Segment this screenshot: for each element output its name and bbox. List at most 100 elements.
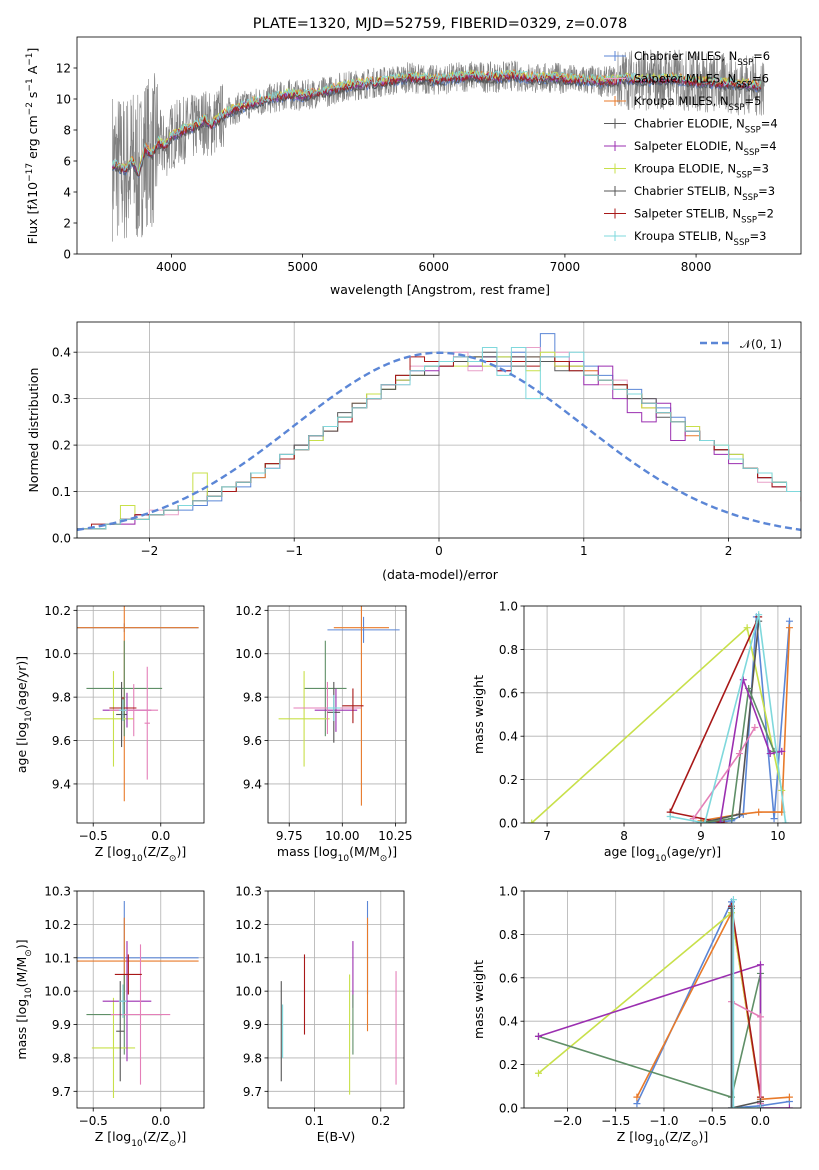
- y-tick-label: 0.0: [499, 817, 518, 831]
- svg-text:age [log10(age/yr)]: age [log10(age/yr)]: [14, 656, 34, 773]
- axes-frame: [523, 890, 802, 1109]
- axes-frame: [76, 321, 802, 539]
- x-tick-label: 8000: [681, 260, 712, 274]
- x-tick-label: −2: [141, 544, 159, 558]
- x-tick-label: −0.5: [79, 829, 108, 843]
- legend-label: Chabrier STELIB, NSSP=3: [634, 184, 775, 203]
- svg-text:Normed distribution: Normed distribution: [26, 368, 41, 493]
- legend-label: Kroupa MILES, NSSP=5: [634, 94, 761, 113]
- error-bar-point: [116, 981, 125, 1082]
- weight-marker: [729, 896, 737, 904]
- x-tick-label: 9: [697, 829, 705, 843]
- error-bar-point: [333, 606, 390, 806]
- weight-marker: [756, 961, 764, 969]
- x-axis-label: (data-model)/error: [382, 567, 499, 582]
- weight-marker: [785, 1104, 793, 1108]
- weight-marker: [739, 676, 747, 684]
- svg-text:mass weight: mass weight: [471, 675, 486, 754]
- error-bar-point: [116, 681, 127, 748]
- plot-area-mass-vs-ebv: [280, 901, 397, 1095]
- y-tick-label: 4: [63, 186, 71, 200]
- histogram-series: [77, 347, 801, 538]
- error-bar-point: [144, 666, 150, 780]
- grid-age-vs-z: [77, 606, 204, 823]
- y-tick-label: 10.0: [235, 985, 262, 999]
- y-tick-label: 8: [63, 124, 71, 138]
- error-bar-point: [314, 688, 358, 732]
- weight-marker: [528, 819, 536, 823]
- x-axis-label: mass [log10(M/M⊙)]: [277, 844, 397, 864]
- svg-text:age [log10(age/yr)]: age [log10(age/yr)]: [604, 844, 721, 864]
- weight-marker: [785, 617, 793, 625]
- y-tick-label: 0.8: [499, 928, 518, 942]
- axes-age-vs-mass: 9.75 10.00 10.25 9.4 9.6 9.8 10.0 10.2: [235, 604, 412, 843]
- y-tick-label: 9.4: [243, 777, 262, 791]
- y-tick-label: 10.0: [44, 985, 71, 999]
- y-tick-label: 1.0: [499, 885, 518, 899]
- y-tick-label: 0.8: [499, 643, 518, 657]
- y-tick-label: 10.1: [44, 951, 71, 965]
- error-bar-point: [114, 954, 142, 995]
- y-tick-label: 9.9: [243, 1018, 262, 1032]
- error-bar-point: [118, 984, 127, 1018]
- x-tick-label: 8: [620, 829, 628, 843]
- weight-marker: [778, 747, 786, 755]
- x-tick-label: 10.00: [325, 829, 359, 843]
- weight-series: [730, 906, 762, 1098]
- weight-marker: [534, 1069, 542, 1077]
- error-bar-point: [327, 616, 400, 643]
- plot-area-weight-vs-z: [534, 896, 793, 1108]
- x-tick-label: 0: [435, 544, 443, 558]
- axes-frame: [76, 605, 205, 824]
- histogram-series: [77, 356, 801, 538]
- axes-mass-vs-ebv: 0.1 0.2 9.7 9.8 9.9 10.0 10.1 10.2 10.3: [235, 885, 405, 1128]
- y-tick-label: 9.6: [243, 734, 262, 748]
- y-tick-label: 9.8: [243, 691, 262, 705]
- legend-label: Kroupa STELIB, NSSP=3: [634, 229, 766, 248]
- svg-text:Z [log10(Z/Z⊙)]: Z [log10(Z/Z⊙)]: [95, 1129, 186, 1149]
- error-bar-point: [118, 699, 127, 722]
- y-axis-label: mass weight: [471, 960, 486, 1039]
- weight-marker: [756, 1104, 764, 1108]
- weight-series: [731, 1000, 762, 1104]
- y-tick-label: 0: [63, 248, 71, 262]
- legend-label: Kroupa ELODIE, NSSP=3: [634, 162, 769, 181]
- axes-frame: [267, 605, 407, 824]
- y-tick-label: 10.2: [235, 604, 262, 618]
- y-tick-label: 10.0: [44, 647, 71, 661]
- y-tick-label: 0.2: [499, 1058, 518, 1072]
- legend-label: 𝒩(0, 1): [740, 337, 782, 351]
- histogram-series: [77, 356, 801, 538]
- y-tick-label: 0.0: [499, 1102, 518, 1116]
- error-bar-point: [327, 694, 341, 722]
- histogram-series: [77, 333, 801, 538]
- weight-marker: [697, 819, 705, 823]
- x-tick-label: 7: [543, 829, 551, 843]
- plot-area-spectrum: [111, 49, 765, 242]
- y-tick-label: 9.8: [52, 1051, 71, 1065]
- plot-area-residuals: [77, 333, 801, 538]
- x-tick-label: 9.75: [276, 829, 303, 843]
- x-axis-label: E(B-V): [317, 1129, 356, 1144]
- x-tick-label: 10: [770, 829, 785, 843]
- weight-marker: [701, 819, 709, 823]
- x-tick-label: 0.0: [151, 1114, 170, 1128]
- legend-label: Salpeter MILES, NSSP=6: [634, 72, 769, 91]
- axes-mass-vs-z: −0.5 0.0 9.7 9.8 9.9 10.0 10.1 10.2 10.3: [44, 885, 205, 1128]
- y-tick-label: 0.4: [52, 346, 71, 360]
- weight-marker: [720, 819, 728, 823]
- error-bar-point: [93, 671, 134, 767]
- y-tick-label: 10.3: [44, 885, 71, 899]
- y-tick-label: 0.4: [499, 730, 518, 744]
- error-bar-point: [278, 671, 330, 767]
- weight-marker: [728, 1104, 736, 1108]
- y-tick-label: 10.2: [44, 918, 71, 932]
- histogram-series: [77, 356, 801, 538]
- y-tick-label: 9.6: [52, 734, 71, 748]
- x-tick-label: 0.0: [151, 829, 170, 843]
- y-tick-label: 10.1: [235, 951, 262, 965]
- histogram-series: [77, 356, 801, 538]
- y-tick-label: 10.2: [235, 918, 262, 932]
- x-tick-label: 2: [725, 544, 733, 558]
